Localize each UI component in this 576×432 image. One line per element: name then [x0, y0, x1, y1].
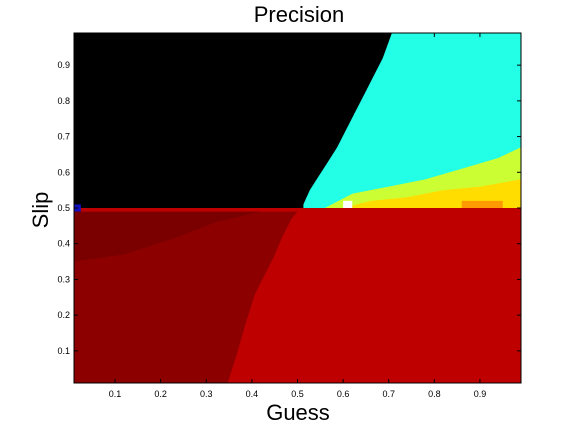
- y-tick-label: 0.1: [57, 346, 70, 356]
- heatmap-plot-area: [74, 33, 521, 383]
- x-tick-label: 0.9: [474, 389, 487, 399]
- axis-ticks: 0.1 0.2 0.3 0.4 0.5 0.6 0.7 0.8 0.9 0.1 0.2 0.3 0.4 0…: [57, 32, 522, 399]
- y-tick-label: 0.9: [57, 60, 70, 70]
- x-axis-label: Guess: [266, 400, 330, 425]
- y-tick-label: 0.2: [57, 310, 70, 320]
- y-tick-label: 0.6: [57, 167, 70, 177]
- y-tick-label: 0.3: [57, 274, 70, 284]
- x-tick-label: 0.7: [382, 389, 395, 399]
- y-tick-label: 0.7: [57, 132, 70, 142]
- white-cell: [343, 200, 353, 208]
- black-region: [74, 33, 392, 208]
- y-tick-label: 0.8: [57, 96, 70, 106]
- x-tick-label: 0.8: [428, 389, 441, 399]
- darker-red-band: [74, 211, 261, 262]
- x-tick-label: 0.6: [337, 389, 350, 399]
- x-tick-label: 0.4: [246, 389, 259, 399]
- orange-patch: [461, 200, 503, 208]
- x-tick-label: 0.2: [154, 389, 167, 399]
- y-tick-label: 0.5: [57, 203, 70, 213]
- y-axis-label: Slip: [28, 192, 53, 229]
- x-tick-label: 0.1: [109, 389, 122, 399]
- yellow-band: [343, 179, 521, 208]
- chart-title: Precision: [254, 2, 344, 27]
- x-tick-label: 0.5: [291, 389, 304, 399]
- y-tick-label: 0.4: [57, 239, 70, 249]
- dark-red-region: [74, 211, 298, 383]
- x-tick-label: 0.3: [200, 389, 213, 399]
